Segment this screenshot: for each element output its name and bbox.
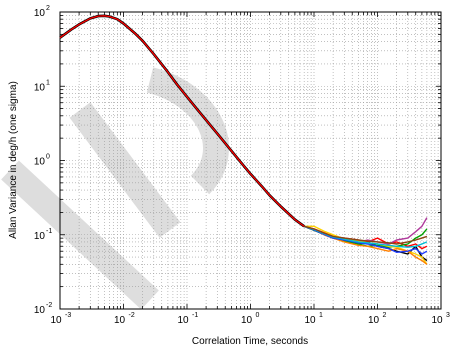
x-tick-label: 10 — [114, 315, 126, 326]
axis-ticks — [59, 11, 442, 310]
watermark-stroke-1 — [1, 160, 159, 310]
x-tick-label-exponent: 2 — [383, 312, 387, 319]
y-tick-label: 10 — [34, 8, 46, 19]
x-tick-label-exponent: 1 — [319, 312, 323, 319]
series-lines — [59, 14, 428, 265]
x-tick-label-exponent: -3 — [65, 312, 71, 319]
watermark-stroke-2 — [69, 102, 181, 238]
y-tick-label: 10 — [34, 157, 46, 168]
x-tick-labels: 10 -3 10 -2 10 -1 10 0 10 1 10 2 10 3 — [50, 312, 450, 326]
x-tick-label: 10 — [177, 315, 189, 326]
x-tick-label: 10 — [50, 315, 62, 326]
grid — [60, 12, 441, 309]
series-tail-line-9 — [304, 225, 428, 245]
y-tick-label-exponent: 1 — [46, 79, 50, 86]
x-tick-label-exponent: 0 — [256, 312, 260, 319]
y-tick-label: 10 — [34, 231, 46, 242]
x-tick-label: 10 — [431, 315, 443, 326]
series-tail-line-7 — [303, 225, 428, 255]
y-axis-label: Allan Variance in deg/h (one sigma) — [8, 81, 19, 239]
y-tick-label-exponent: -1 — [46, 228, 52, 235]
x-tick-label-exponent: -2 — [129, 312, 135, 319]
x-tick-label: 10 — [368, 315, 380, 326]
y-tick-label: 10 — [34, 305, 46, 316]
watermark — [1, 67, 229, 310]
common-curve-line-red — [59, 15, 305, 227]
x-tick-label-exponent: -1 — [192, 312, 198, 319]
y-tick-label: 10 — [34, 82, 46, 93]
y-tick-label-exponent: -2 — [46, 302, 52, 309]
y-tick-label-exponent: 2 — [46, 5, 50, 12]
x-tick-label-exponent: 3 — [446, 312, 450, 319]
x-tick-label: 10 — [241, 315, 253, 326]
x-axis-label: Correlation Time, seconds — [192, 336, 308, 347]
x-tick-label: 10 — [304, 315, 316, 326]
y-tick-label-exponent: 0 — [46, 154, 50, 161]
